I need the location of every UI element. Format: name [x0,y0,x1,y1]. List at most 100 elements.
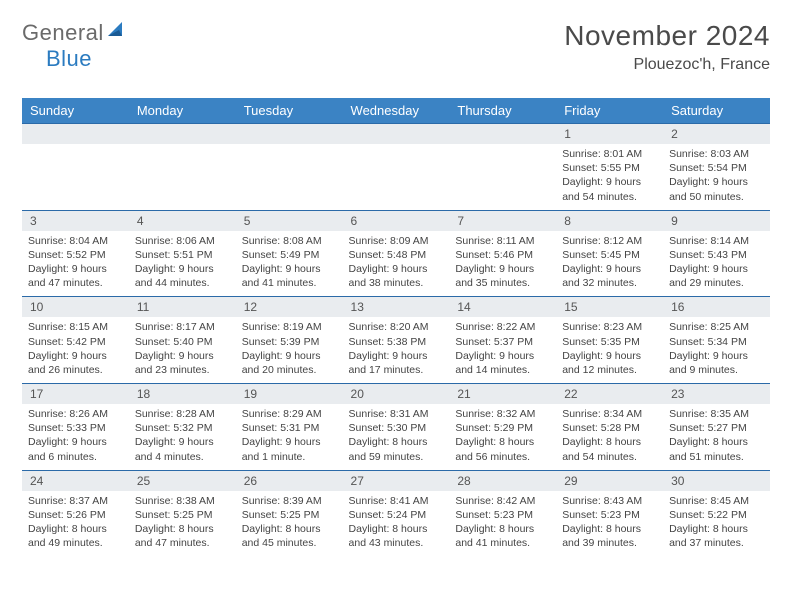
sunrise-text: Sunrise: 8:01 AM [562,147,657,161]
daylight-text: Daylight: 9 hours [562,349,657,363]
sunset-text: Sunset: 5:55 PM [562,161,657,175]
sunset-text: Sunset: 5:33 PM [28,421,123,435]
day-cell: 23Sunrise: 8:35 AMSunset: 5:27 PMDayligh… [663,384,770,471]
daylight-text: Daylight: 9 hours [455,349,550,363]
day-header-mon: Monday [129,98,236,124]
sunset-text: Sunset: 5:37 PM [455,335,550,349]
week-row: 17Sunrise: 8:26 AMSunset: 5:33 PMDayligh… [22,384,770,471]
daylight-text: and 4 minutes. [135,450,230,464]
daylight-text: Daylight: 8 hours [28,522,123,536]
sunrise-text: Sunrise: 8:04 AM [28,234,123,248]
day-number: 2 [663,124,770,144]
daylight-text: and 41 minutes. [455,536,550,550]
sunset-text: Sunset: 5:40 PM [135,335,230,349]
week-row: 24Sunrise: 8:37 AMSunset: 5:26 PMDayligh… [22,470,770,556]
day-number: 22 [556,384,663,404]
sunset-text: Sunset: 5:49 PM [242,248,337,262]
sunset-text: Sunset: 5:23 PM [562,508,657,522]
sunset-text: Sunset: 5:34 PM [669,335,764,349]
day-cell: 6Sunrise: 8:09 AMSunset: 5:48 PMDaylight… [343,210,450,297]
day-cell: 1 Sunrise: 8:01 AMSunset: 5:55 PMDaylight… [556,124,663,211]
empty-day-header [343,124,450,144]
sunset-text: Sunset: 5:32 PM [135,421,230,435]
day-details: Sunrise: 8:43 AMSunset: 5:23 PMDaylight:… [556,491,663,557]
daylight-text: Daylight: 9 hours [669,349,764,363]
day-number: 1 [556,124,663,144]
daylight-text: Daylight: 9 hours [669,262,764,276]
daylight-text: and 47 minutes. [135,536,230,550]
daylight-text: Daylight: 9 hours [135,349,230,363]
daylight-text: and 37 minutes. [669,536,764,550]
sunset-text: Sunset: 5:52 PM [28,248,123,262]
logo-text-general: General [22,20,104,46]
day-header-fri: Friday [556,98,663,124]
day-number: 6 [343,211,450,231]
day-cell: 7Sunrise: 8:11 AMSunset: 5:46 PMDaylight… [449,210,556,297]
day-details: Sunrise: 8:38 AMSunset: 5:25 PMDaylight:… [129,491,236,557]
sunrise-text: Sunrise: 8:09 AM [349,234,444,248]
day-cell: 18Sunrise: 8:28 AMSunset: 5:32 PMDayligh… [129,384,236,471]
daylight-text: and 49 minutes. [28,536,123,550]
calendar-table: Sunday Monday Tuesday Wednesday Thursday… [22,98,770,556]
day-cell: 2Sunrise: 8:03 AMSunset: 5:54 PMDaylight… [663,124,770,211]
daylight-text: Daylight: 8 hours [349,435,444,449]
daylight-text: and 45 minutes. [242,536,337,550]
sunrise-text: Sunrise: 8:35 AM [669,407,764,421]
day-cell [236,124,343,211]
day-details: Sunrise: 8:45 AMSunset: 5:22 PMDaylight:… [663,491,770,557]
daylight-text: Daylight: 9 hours [135,262,230,276]
calendar-page: General November 2024 Plouezoc'h, France… [0,0,792,566]
sunset-text: Sunset: 5:28 PM [562,421,657,435]
day-details: Sunrise: 8:08 AMSunset: 5:49 PMDaylight:… [236,231,343,297]
month-title: November 2024 [564,20,770,52]
daylight-text: Daylight: 9 hours [242,262,337,276]
sunrise-text: Sunrise: 8:45 AM [669,494,764,508]
sunset-text: Sunset: 5:51 PM [135,248,230,262]
day-details: Sunrise: 8:14 AMSunset: 5:43 PMDaylight:… [663,231,770,297]
sunset-text: Sunset: 5:26 PM [28,508,123,522]
daylight-text: Daylight: 8 hours [242,522,337,536]
empty-day-header [236,124,343,144]
daylight-text: Daylight: 9 hours [562,262,657,276]
week-row: 1 Sunrise: 8:01 AMSunset: 5:55 PMDaylight… [22,124,770,211]
sunset-text: Sunset: 5:24 PM [349,508,444,522]
sunset-text: Sunset: 5:39 PM [242,335,337,349]
sunrise-text: Sunrise: 8:28 AM [135,407,230,421]
sunrise-text: Sunrise: 8:38 AM [135,494,230,508]
day-cell [129,124,236,211]
daylight-text: and 44 minutes. [135,276,230,290]
sunrise-text: Sunrise: 8:19 AM [242,320,337,334]
sunrise-text: Sunrise: 8:11 AM [455,234,550,248]
day-number: 15 [556,297,663,317]
daylight-text: Daylight: 9 hours [562,175,657,189]
day-header-thu: Thursday [449,98,556,124]
day-number: 23 [663,384,770,404]
sunrise-text: Sunrise: 8:03 AM [669,147,764,161]
daylight-text: Daylight: 9 hours [28,349,123,363]
logo-sail-icon [106,20,126,45]
sunset-text: Sunset: 5:23 PM [455,508,550,522]
sunrise-text: Sunrise: 8:42 AM [455,494,550,508]
day-number: 14 [449,297,556,317]
daylight-text: and 1 minute. [242,450,337,464]
sunset-text: Sunset: 5:29 PM [455,421,550,435]
day-number: 4 [129,211,236,231]
daylight-text: and 56 minutes. [455,450,550,464]
daylight-text: Daylight: 9 hours [28,262,123,276]
day-number: 7 [449,211,556,231]
sunset-text: Sunset: 5:25 PM [135,508,230,522]
day-cell: 8Sunrise: 8:12 AMSunset: 5:45 PMDaylight… [556,210,663,297]
day-number: 24 [22,471,129,491]
day-cell: 25Sunrise: 8:38 AMSunset: 5:25 PMDayligh… [129,470,236,556]
sunset-text: Sunset: 5:45 PM [562,248,657,262]
day-number: 17 [22,384,129,404]
location: Plouezoc'h, France [564,56,770,74]
day-number: 19 [236,384,343,404]
daylight-text: Daylight: 9 hours [28,435,123,449]
sunrise-text: Sunrise: 8:17 AM [135,320,230,334]
day-number: 30 [663,471,770,491]
sunset-text: Sunset: 5:22 PM [669,508,764,522]
sunrise-text: Sunrise: 8:39 AM [242,494,337,508]
day-cell: 3Sunrise: 8:04 AMSunset: 5:52 PMDaylight… [22,210,129,297]
day-number: 25 [129,471,236,491]
